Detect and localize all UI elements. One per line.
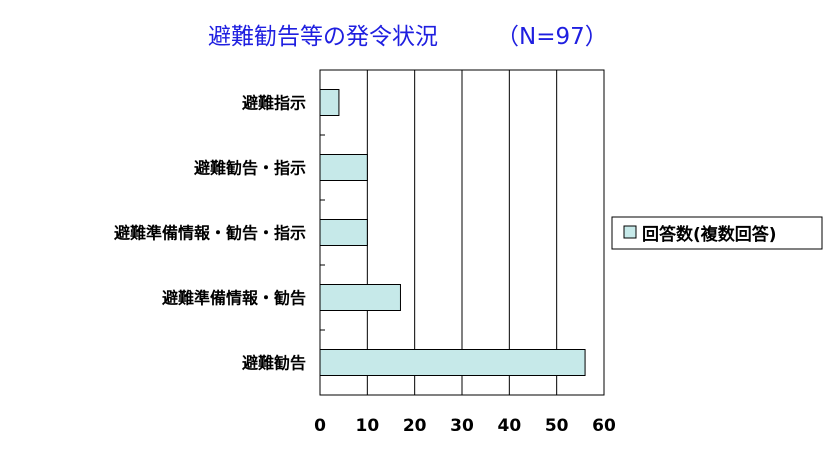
plot-frame: [319, 69, 605, 396]
legend-box: [611, 216, 823, 250]
x-tick-label-50: 50: [545, 416, 569, 436]
x-tick-label-60: 60: [592, 416, 616, 436]
category-ticks: [320, 134, 325, 331]
category-label-1: 避難勧告・指示: [194, 159, 306, 178]
category-label-2: 避難準備情報・勧告・指示: [114, 224, 306, 243]
bar-1: [319, 154, 368, 181]
x-tick-label-40: 40: [497, 416, 521, 436]
bar-0: [319, 89, 340, 116]
legend-label: 回答数(複数回答): [642, 224, 777, 245]
category-label-0: 避難指示: [242, 94, 306, 113]
bars: [319, 89, 586, 376]
chart-subtitle: （N=97）: [496, 24, 608, 50]
category-label-4: 避難勧告: [242, 354, 306, 373]
x-tick-label-0: 0: [314, 416, 326, 436]
chart-title: 避難勧告等の発令状況: [208, 24, 438, 50]
bar-3: [319, 284, 401, 311]
legend: 回答数(複数回答): [611, 216, 823, 250]
category-label-3: 避難準備情報・勧告: [162, 289, 306, 308]
x-tick-label-10: 10: [355, 416, 379, 436]
bar-2: [319, 219, 368, 246]
bar-4: [319, 349, 586, 376]
gridlines: [366, 70, 558, 395]
x-tick-labels: 0 10 20 30 40 50 60: [314, 416, 616, 436]
x-tick-label-30: 30: [450, 416, 474, 436]
x-tick-label-20: 20: [403, 416, 427, 436]
legend-swatch: [623, 225, 637, 239]
